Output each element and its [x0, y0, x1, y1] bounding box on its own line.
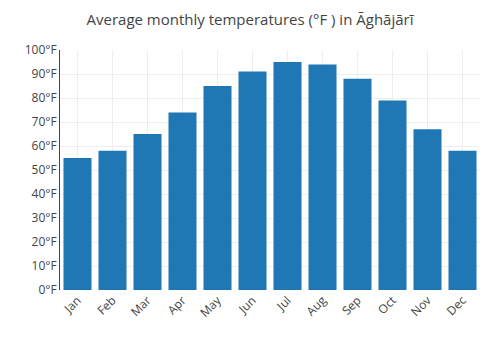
- svg-text:Oct: Oct: [374, 292, 400, 318]
- svg-text:10°F: 10°F: [32, 257, 57, 274]
- svg-text:100°F: 100°F: [25, 41, 57, 58]
- svg-text:50°F: 50°F: [32, 161, 57, 178]
- svg-text:30°F: 30°F: [32, 209, 57, 226]
- svg-text:Jun: Jun: [234, 292, 259, 317]
- svg-text:Dec: Dec: [443, 292, 470, 319]
- svg-text:Average monthly temperatures (: Average monthly temperatures (°F ) in Āg…: [87, 9, 415, 29]
- svg-text:Jul: Jul: [272, 292, 294, 314]
- svg-text:Sep: Sep: [338, 292, 365, 319]
- svg-text:70°F: 70°F: [32, 113, 57, 130]
- svg-text:Apr: Apr: [164, 292, 190, 318]
- svg-text:60°F: 60°F: [32, 137, 57, 154]
- svg-text:20°F: 20°F: [32, 233, 57, 250]
- svg-text:0°F: 0°F: [38, 281, 56, 298]
- svg-text:40°F: 40°F: [32, 185, 57, 202]
- svg-text:Mar: Mar: [127, 292, 155, 320]
- svg-text:90°F: 90°F: [32, 65, 57, 82]
- svg-text:80°F: 80°F: [32, 89, 57, 106]
- svg-text:May: May: [196, 291, 225, 320]
- svg-text:Jan: Jan: [60, 292, 85, 317]
- svg-text:Nov: Nov: [407, 292, 435, 320]
- svg-text:Aug: Aug: [302, 292, 330, 320]
- svg-text:Feb: Feb: [93, 292, 119, 318]
